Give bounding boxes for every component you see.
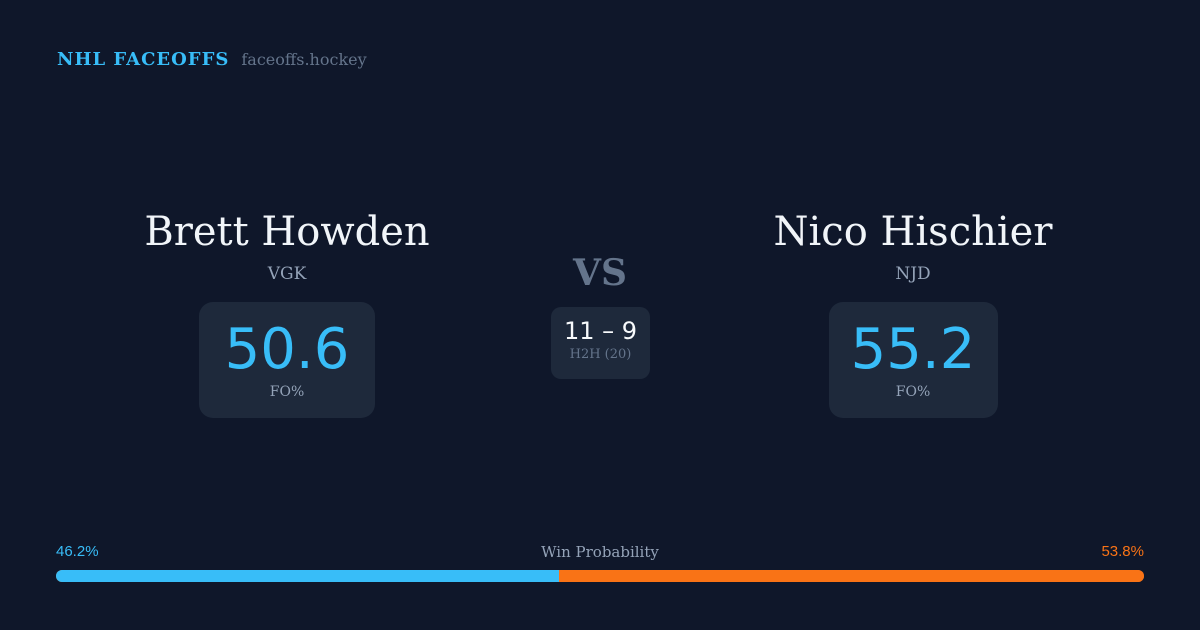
site-domain: faceoffs.hockey — [241, 50, 367, 69]
vs-label: VS — [573, 252, 627, 294]
brand-header: NHL FACEOFFS faceoffs.hockey — [57, 49, 367, 70]
h2h-label: H2H (20) — [569, 347, 632, 362]
player-right: Nico Hischier NJD 55.2 FO% — [713, 206, 1113, 418]
faceoff-label: FO% — [269, 384, 305, 400]
h2h-score: 11 – 9 — [563, 317, 638, 345]
player-name: Nico Hischier — [773, 209, 1053, 255]
player-team: VGK — [267, 264, 307, 284]
win-probability-label: Win Probability — [541, 543, 659, 561]
player-name: Brett Howden — [144, 209, 430, 255]
faceoff-percentage: 50.6 — [224, 317, 350, 382]
faceoff-percentage: 55.2 — [850, 317, 976, 382]
faceoff-stat-card: 50.6 FO% — [199, 302, 375, 418]
left-probability-segment — [56, 570, 559, 582]
player-left: Brett Howden VGK 50.6 FO% — [87, 206, 487, 418]
player-team: NJD — [895, 264, 931, 284]
faceoff-label: FO% — [895, 384, 931, 400]
faceoff-stat-card: 55.2 FO% — [828, 302, 998, 418]
brand-title: NHL FACEOFFS — [57, 49, 230, 70]
right-probability-segment — [558, 570, 1144, 582]
right-win-probability: 53.8% — [1101, 543, 1144, 560]
head-to-head-card: 11 – 9 H2H (20) — [551, 307, 650, 379]
left-win-probability: 46.2% — [56, 543, 99, 560]
win-probability-bar — [56, 570, 1144, 582]
